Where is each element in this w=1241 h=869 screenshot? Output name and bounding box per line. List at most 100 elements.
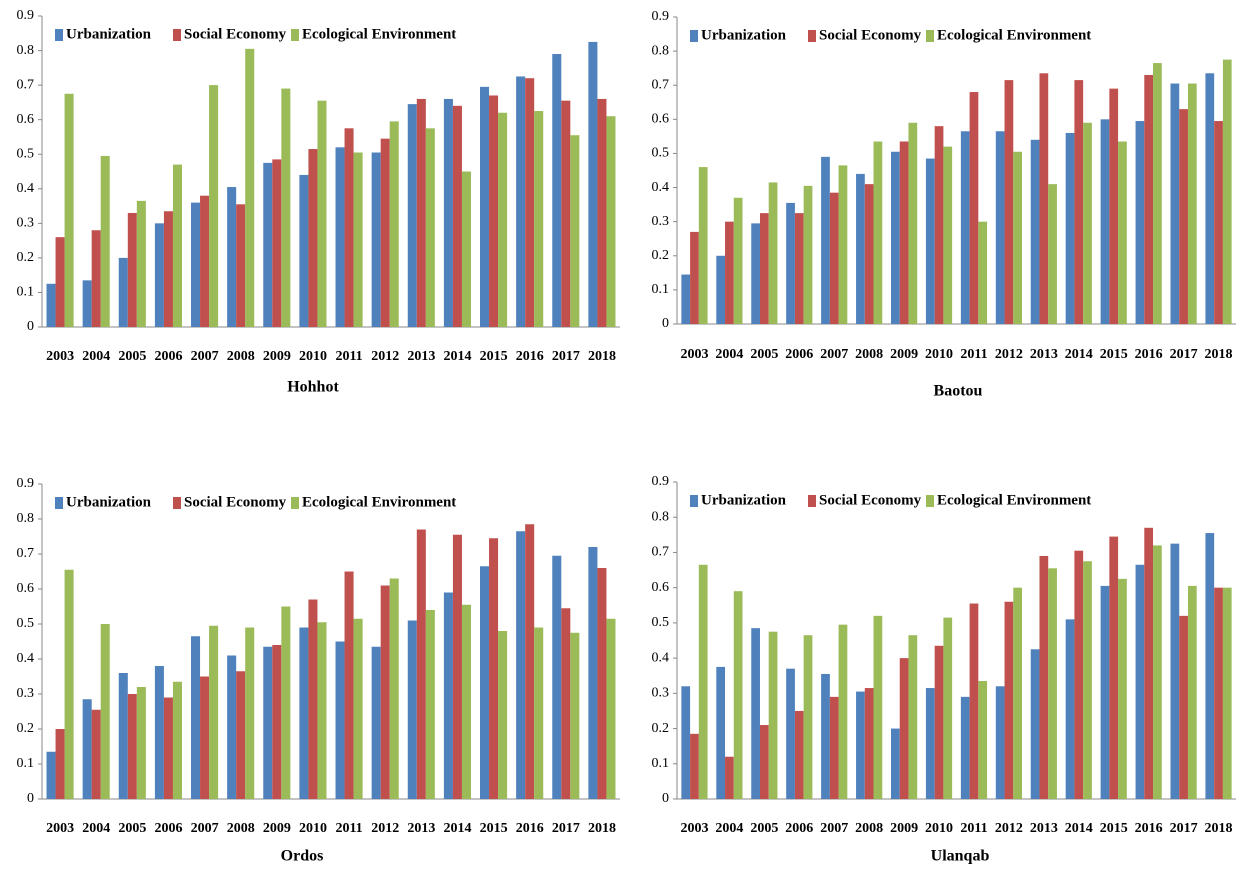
bar <box>516 76 526 327</box>
bar <box>335 147 345 327</box>
bar <box>353 618 363 799</box>
bar <box>344 128 354 327</box>
bar <box>46 751 56 799</box>
bar <box>480 566 490 799</box>
bar <box>733 197 743 324</box>
y-tick-label: 0.7 <box>17 77 35 92</box>
bar <box>498 631 508 799</box>
y-tick-label: 0 <box>27 319 34 334</box>
y-tick-label: 0.7 <box>17 546 35 561</box>
bar <box>443 98 453 327</box>
bar <box>452 534 462 799</box>
x-tick-label: 2011 <box>960 347 987 362</box>
bar <box>1222 587 1232 799</box>
bar <box>163 211 173 327</box>
bar <box>1214 587 1223 799</box>
bar <box>698 564 708 799</box>
bar <box>1048 184 1057 324</box>
x-tick-label: 2008 <box>227 821 255 836</box>
bar <box>498 112 508 327</box>
bar <box>489 95 499 327</box>
bar <box>452 105 462 327</box>
bar <box>1135 121 1145 325</box>
legend-swatch <box>55 29 63 41</box>
x-tick-label: 2017 <box>552 349 580 364</box>
legend-swatch <box>690 30 698 42</box>
bar <box>55 729 65 799</box>
bar <box>425 610 435 799</box>
x-tick-label: 2018 <box>1205 347 1233 362</box>
legend-label: Urbanization <box>701 27 787 43</box>
legend-swatch <box>808 30 816 42</box>
bar <box>335 641 345 799</box>
bar <box>597 568 607 799</box>
bar <box>407 620 417 799</box>
bar <box>263 646 273 799</box>
x-tick-label: 2013 <box>407 821 435 836</box>
bar <box>960 696 970 799</box>
bar <box>534 111 544 328</box>
x-tick-label: 2009 <box>263 349 291 364</box>
y-tick-label: 0.9 <box>652 9 670 24</box>
bar <box>227 187 237 327</box>
bar <box>64 93 74 327</box>
bar <box>890 728 900 799</box>
bar <box>407 104 417 327</box>
x-tick-label: 2003 <box>680 821 708 836</box>
legend-swatch <box>291 497 299 509</box>
bar <box>561 608 571 799</box>
bar <box>236 671 246 799</box>
x-tick-label: 2016 <box>516 349 544 364</box>
legend-swatch <box>926 30 934 42</box>
x-tick-label: 2010 <box>925 821 953 836</box>
bar <box>191 636 201 799</box>
bar <box>873 615 883 799</box>
x-tick-label: 2005 <box>750 821 778 836</box>
bar <box>100 624 110 799</box>
x-tick-label: 2004 <box>82 821 110 836</box>
x-tick-label: 2018 <box>1205 821 1233 836</box>
bar <box>725 756 734 799</box>
x-tick-label: 2016 <box>1135 347 1163 362</box>
chart-title: Hohhot <box>287 379 339 396</box>
legend-label: Ecological Environment <box>302 26 456 42</box>
bar <box>856 691 865 799</box>
bar <box>552 555 562 799</box>
bar <box>172 164 182 327</box>
bar <box>1187 585 1197 799</box>
bar <box>1179 109 1188 324</box>
chart-title: Baotou <box>934 383 983 400</box>
bar <box>1153 63 1162 325</box>
bar <box>943 617 953 799</box>
bar <box>1083 561 1092 799</box>
x-tick-label: 2007 <box>820 347 848 362</box>
bar <box>969 603 979 799</box>
bar <box>960 131 970 324</box>
x-tick-label: 2018 <box>588 349 616 364</box>
bar <box>1004 601 1014 799</box>
bar <box>1118 578 1127 799</box>
x-tick-label: 2010 <box>925 347 953 362</box>
x-tick-label: 2014 <box>1065 347 1093 362</box>
bar <box>1013 151 1023 324</box>
bar <box>1118 141 1127 324</box>
y-tick-label: 0.1 <box>652 756 670 771</box>
x-tick-label: 2016 <box>1135 821 1163 836</box>
x-tick-label: 2007 <box>191 821 219 836</box>
bar <box>681 274 691 324</box>
y-tick-label: 0.4 <box>652 180 670 195</box>
y-tick-label: 0.4 <box>652 650 670 665</box>
bar <box>46 283 56 327</box>
bar <box>1030 139 1040 324</box>
bar <box>1170 83 1180 325</box>
bar <box>794 213 804 324</box>
bar <box>64 569 74 799</box>
bar <box>118 673 128 799</box>
bar <box>389 578 399 799</box>
bar <box>191 202 201 327</box>
legend-label: Social Economy <box>184 494 287 510</box>
bar <box>489 538 499 799</box>
chart-title: Ulanqab <box>931 848 990 865</box>
bar <box>91 709 101 799</box>
x-tick-label: 2007 <box>191 349 219 364</box>
